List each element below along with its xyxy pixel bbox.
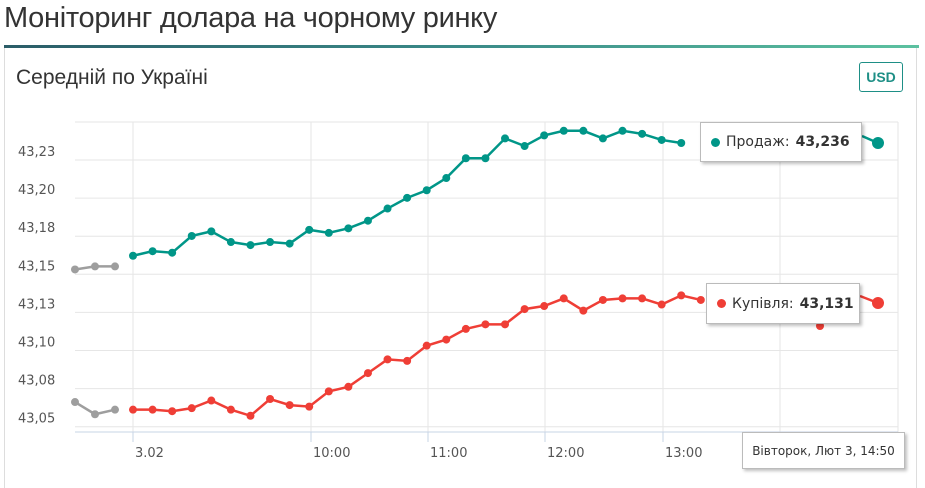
svg-text:10:00: 10:00: [313, 446, 350, 461]
svg-text:13:00: 13:00: [665, 446, 702, 461]
buy-tooltip-label: Купівля:: [732, 295, 794, 312]
date-tooltip: Вівторок, Лют 3, 14:50: [742, 432, 905, 469]
buy-tooltip: Купівля: 43,131: [706, 283, 860, 324]
chart-panel: [4, 48, 917, 488]
svg-text:43,10: 43,10: [18, 336, 55, 351]
chart-grid: [75, 121, 899, 442]
currency-usd-button[interactable]: USD: [859, 62, 903, 92]
sell-tooltip-value: 43,236: [795, 134, 850, 150]
svg-text:43,23: 43,23: [18, 145, 55, 160]
svg-text:43,05: 43,05: [18, 412, 55, 427]
page-title: Моніторинг долара на чорному ринку: [4, 2, 498, 34]
series-lines: [71, 126, 884, 420]
svg-text:43,08: 43,08: [18, 374, 55, 389]
x-axis-labels: 3.02 10:00 11:00 12:00 13:00: [135, 446, 702, 461]
sell-dot-icon: [711, 137, 720, 147]
svg-text:43,20: 43,20: [18, 183, 55, 198]
panel-title: Середній по Україні: [16, 66, 208, 89]
y-axis-labels: 43,23 43,20 43,18 43,15 43,13 43,10 43,08 43,05: [18, 145, 55, 427]
buy-tooltip-value: 43,131: [799, 295, 854, 312]
title-divider: [4, 45, 919, 48]
svg-text:43,15: 43,15: [18, 259, 55, 274]
svg-text:43,18: 43,18: [18, 221, 55, 236]
sell-tooltip-label: Продаж:: [726, 134, 790, 150]
svg-text:12:00: 12:00: [547, 446, 584, 461]
svg-text:11:00: 11:00: [430, 446, 467, 461]
buy-dot-icon: [717, 299, 726, 308]
svg-text:43,13: 43,13: [18, 297, 55, 312]
svg-text:3.02: 3.02: [135, 446, 164, 461]
sell-tooltip: Продаж: 43,236: [700, 122, 862, 162]
